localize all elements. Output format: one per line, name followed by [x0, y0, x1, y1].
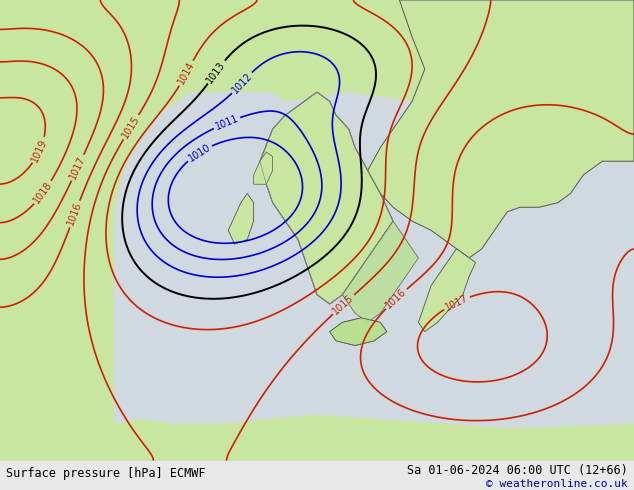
Polygon shape	[342, 221, 418, 322]
FancyBboxPatch shape	[0, 461, 634, 490]
Text: 1016: 1016	[384, 287, 408, 311]
Text: 1017: 1017	[68, 154, 87, 181]
Polygon shape	[0, 0, 241, 461]
Polygon shape	[368, 0, 634, 258]
FancyBboxPatch shape	[114, 92, 634, 461]
Text: 1016: 1016	[66, 201, 84, 227]
Text: 1011: 1011	[214, 113, 240, 132]
Text: Sa 01-06-2024 06:00 UTC (12+66): Sa 01-06-2024 06:00 UTC (12+66)	[407, 465, 628, 477]
Polygon shape	[260, 92, 393, 304]
Text: 1013: 1013	[205, 59, 228, 85]
Polygon shape	[330, 318, 387, 345]
Text: 1018: 1018	[32, 180, 55, 205]
Text: Surface pressure [hPa] ECMWF: Surface pressure [hPa] ECMWF	[6, 467, 206, 480]
Text: 1010: 1010	[186, 142, 212, 164]
Polygon shape	[254, 152, 273, 184]
Polygon shape	[114, 415, 634, 461]
Text: 1014: 1014	[176, 60, 197, 86]
Text: 1015: 1015	[331, 293, 356, 317]
Polygon shape	[228, 194, 254, 244]
Polygon shape	[418, 249, 476, 332]
Text: © weatheronline.co.uk: © weatheronline.co.uk	[486, 479, 628, 489]
Text: 1017: 1017	[443, 293, 470, 313]
Polygon shape	[0, 0, 634, 115]
Text: 1015: 1015	[120, 114, 142, 140]
Text: 1012: 1012	[230, 71, 254, 95]
Polygon shape	[330, 318, 387, 345]
Text: 1019: 1019	[30, 137, 49, 164]
